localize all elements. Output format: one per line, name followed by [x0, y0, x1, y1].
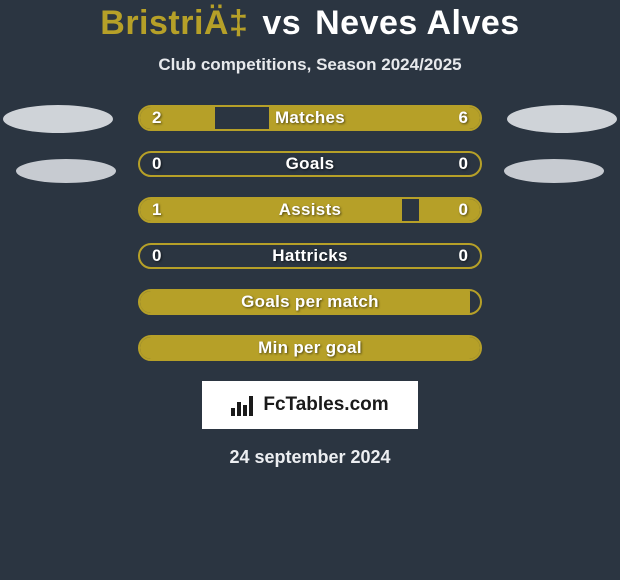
- comparison-card: BristriÄ‡ vs Neves Alves Club competitio…: [0, 0, 620, 468]
- stat-label: Matches: [140, 108, 480, 128]
- stat-row-assists: 1 Assists 0: [138, 197, 482, 223]
- stat-row-min-per-goal: Min per goal: [138, 335, 482, 361]
- avatar-placeholder-left-2: [16, 159, 116, 183]
- avatar-placeholder-right-1: [507, 105, 617, 133]
- stat-value-right: 0: [459, 154, 468, 174]
- bars-icon: [231, 394, 257, 416]
- avatar-placeholder-right-2: [504, 159, 604, 183]
- stat-row-goals: 0 Goals 0: [138, 151, 482, 177]
- page-title: BristriÄ‡ vs Neves Alves: [0, 4, 620, 43]
- vs-separator: vs: [262, 4, 301, 42]
- stat-value-right: 0: [459, 246, 468, 266]
- stat-label: Goals per match: [140, 292, 480, 312]
- stat-label: Hattricks: [140, 246, 480, 266]
- stat-value-right: 0: [459, 200, 468, 220]
- avatar-placeholder-left-1: [3, 105, 113, 133]
- date-label: 24 september 2024: [0, 447, 620, 468]
- stat-row-matches: 2 Matches 6: [138, 105, 482, 131]
- stat-label: Goals: [140, 154, 480, 174]
- player1-name: BristriÄ‡: [100, 4, 248, 42]
- stat-row-goals-per-match: Goals per match: [138, 289, 482, 315]
- stat-rows: 2 Matches 6 0 Goals 0 1 Assists 0 0 Hatt…: [0, 105, 620, 361]
- stat-value-right: 6: [459, 108, 468, 128]
- stat-row-hattricks: 0 Hattricks 0: [138, 243, 482, 269]
- brand-text: FcTables.com: [263, 394, 388, 416]
- brand-badge[interactable]: FcTables.com: [202, 381, 418, 429]
- subtitle: Club competitions, Season 2024/2025: [0, 55, 620, 75]
- stat-label: Min per goal: [140, 338, 480, 358]
- stat-label: Assists: [140, 200, 480, 220]
- player2-name: Neves Alves: [315, 4, 520, 42]
